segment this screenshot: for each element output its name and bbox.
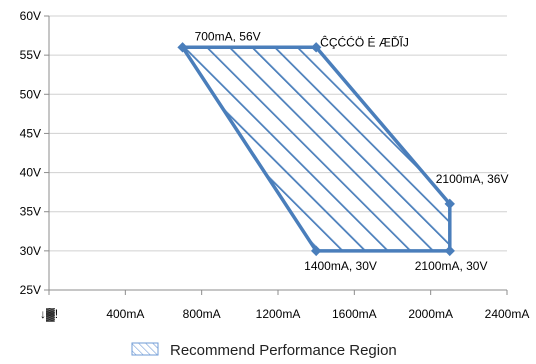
legend-swatch (131, 342, 159, 356)
x-tick-label: 2400mA (485, 307, 530, 321)
x-tick-label: 800mA (183, 307, 221, 321)
y-tick-label: 35V (20, 205, 41, 219)
vertex-marker (310, 245, 322, 257)
x-tick-label: 1600mA (332, 307, 377, 321)
x-tick-label: ↓▓! (40, 307, 58, 322)
y-tick-label: 45V (20, 126, 41, 140)
y-tick-label: 55V (20, 48, 41, 62)
vertex-marker (444, 245, 455, 257)
region-hatch-fill (182, 47, 450, 251)
y-tick-label: 40V (20, 166, 41, 180)
y-tick-label: 30V (20, 244, 41, 258)
y-tick-label: 25V (20, 283, 41, 297)
vertex-marker (177, 42, 188, 53)
point-annotations: 700mA, 56V ĈÇĆĆÖ Ė ÆĎĨJ 2100mA, 36V 1400mA,… (195, 29, 509, 273)
annotation-label: 2100mA, 30V (415, 259, 488, 273)
annotation-label: 2100mA, 36V (436, 172, 509, 186)
y-tick-label: 50V (20, 87, 41, 101)
legend: Recommend Performance Region (131, 342, 397, 359)
vertex-markers (177, 42, 455, 257)
x-tick-label: 2000mA (408, 307, 453, 321)
annotation-label: ĈÇĆĆÖ Ė ÆĎĨJ (320, 34, 409, 49)
x-tick-label: 1200mA (256, 307, 301, 321)
x-tick-labels: ↓▓! 400mA 800mA 1200mA 1600mA 2000mA 2400mA (40, 307, 529, 322)
vertex-marker (444, 198, 455, 210)
annotation-label: 700mA, 56V (195, 29, 261, 43)
region-outline (180, 45, 452, 253)
y-tick-labels: 25V 30V 35V 40V 45V 50V 55V 60V (20, 9, 41, 297)
axes (44, 15, 508, 295)
legend-label: Recommend Performance Region (170, 342, 397, 359)
annotation-label: 1400mA, 30V (304, 259, 377, 273)
vertex-marker (310, 42, 322, 53)
x-tick-label: 400mA (106, 307, 144, 321)
y-tick-label: 60V (20, 9, 41, 23)
performance-region (180, 45, 452, 253)
